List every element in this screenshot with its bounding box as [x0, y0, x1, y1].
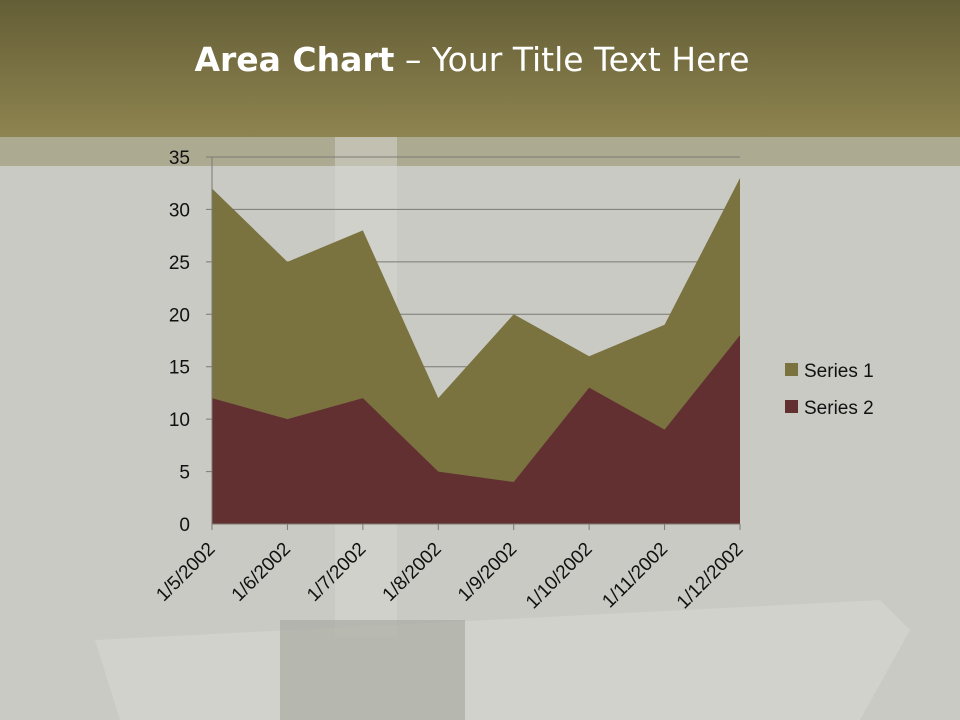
title-band	[0, 137, 960, 166]
title-rest: – Your Title Text Here	[394, 40, 750, 79]
y-tick-label: 10	[169, 410, 190, 431]
y-tick-label: 20	[169, 305, 190, 326]
x-tick-label: 1/12/2002	[673, 539, 748, 614]
x-tick-label: 1/5/2002	[152, 539, 219, 606]
y-tick-label: 0	[179, 515, 190, 536]
legend-label: Series 1	[804, 361, 874, 382]
y-tick-label: 30	[169, 200, 190, 221]
x-tick-label: 1/6/2002	[228, 539, 295, 606]
x-tick-label: 1/7/2002	[303, 539, 370, 606]
legend-swatch	[785, 400, 798, 413]
y-tick-label: 25	[169, 253, 190, 274]
y-tick-label: 5	[179, 463, 190, 484]
x-tick-label: 1/10/2002	[522, 539, 597, 614]
x-tick-label: 1/8/2002	[379, 539, 446, 606]
x-tick-label: 1/9/2002	[454, 539, 521, 606]
legend-label: Series 2	[804, 398, 874, 419]
x-tick-label: 1/11/2002	[598, 539, 672, 613]
title-bar	[0, 0, 960, 137]
y-tick-label: 15	[169, 358, 190, 379]
area-series-2	[212, 335, 740, 524]
legend-swatch	[785, 363, 798, 376]
slide-title: Area Chart – Your Title Text Here	[0, 40, 944, 79]
title-bold: Area Chart	[194, 40, 395, 79]
y-tick-label: 35	[169, 148, 190, 169]
